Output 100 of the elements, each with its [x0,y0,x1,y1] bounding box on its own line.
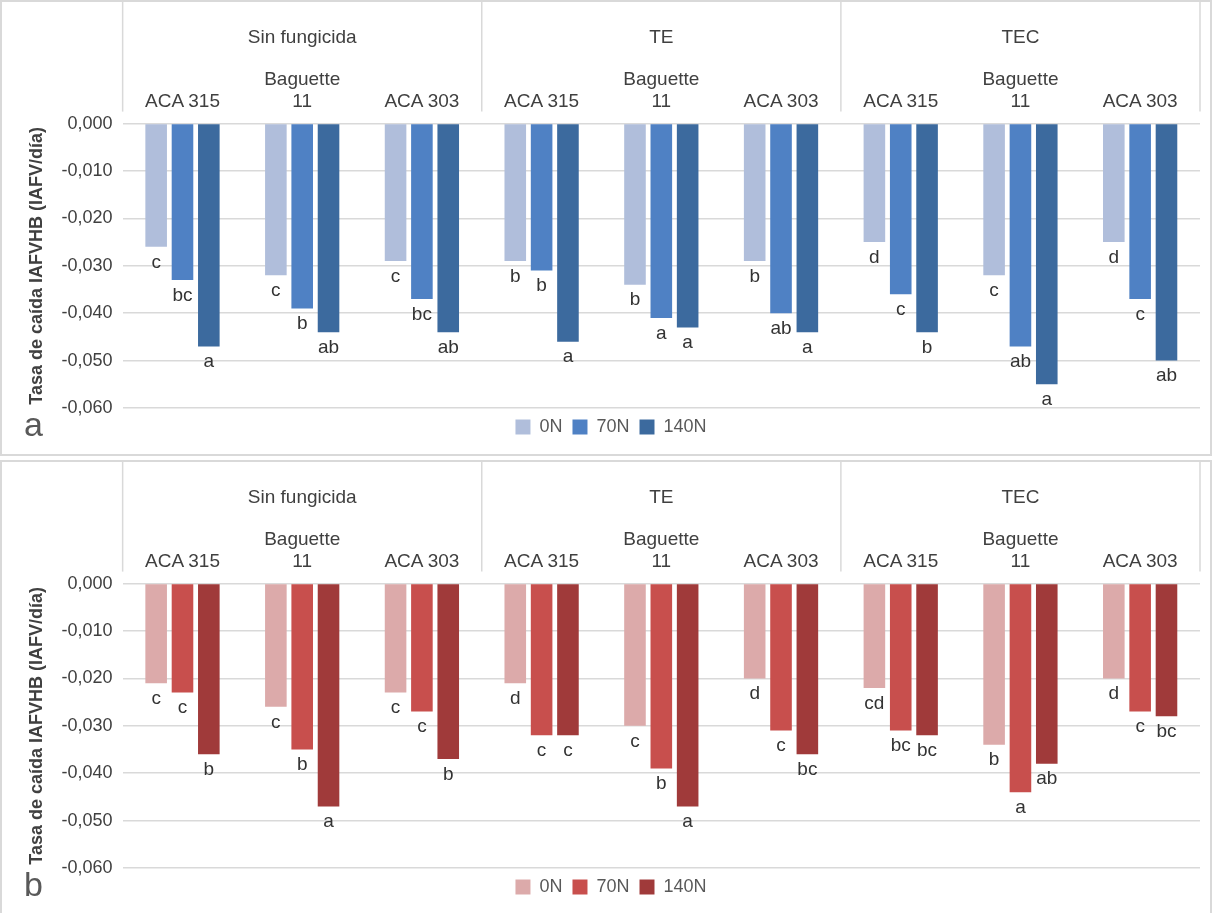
y-tick-label: -0,040 [61,762,113,783]
data-label: bc [172,283,193,305]
y-tick-label: -0,020 [61,207,113,228]
data-label: b [296,312,308,334]
x-tick-label: ACA 315 [504,550,580,572]
x-tick-label: ACA 315 [504,90,580,112]
data-label: c [390,264,401,286]
data-label: a [1041,388,1053,410]
x-tick-label: ACA 303 [743,90,819,112]
data-label: ab [437,335,459,357]
text: Sin fungicida [247,486,358,508]
data-label: a [682,331,694,353]
x-tick-label: ACA 303 [384,90,460,112]
data-label: bc [917,739,938,761]
data-label: d [749,682,760,704]
x-tick-label: ACA 303 [384,550,460,572]
data-label: c [536,739,547,761]
legend-label: 70N [596,415,630,436]
x-tick-label: Baguette 11 [623,527,700,572]
data-label: ab [1155,364,1178,386]
data-label: bc [411,302,432,324]
legend-label: 140N [663,875,707,896]
data-label: ab [1009,350,1032,372]
data-label: c [151,686,161,708]
data-label: c [417,715,427,737]
data-label: bc [890,734,911,756]
data-label: c [1135,302,1145,324]
x-tick-label: ACA 315 [144,90,220,112]
data-label: b [509,264,521,286]
data-label: a [656,321,668,343]
x-tick-label: Baguette 11 [982,67,1059,112]
data-label: c [776,734,786,756]
x-tick-label: ACA 315 [863,550,939,572]
data-label: ab [317,335,340,357]
data-label: b [203,757,215,779]
legend-label: 0N [539,875,563,896]
text: b [24,865,43,903]
data-label: d [1108,682,1120,704]
data-label: b [536,274,547,296]
x-tick-label: ACA 303 [743,550,819,572]
data-label: c [177,696,188,718]
data-label: a [562,345,574,367]
y-tick-label: 0,000 [67,112,113,133]
x-tick-label: ACA 315 [144,550,220,572]
data-label: d [1108,245,1120,267]
data-label: c [630,729,640,751]
y-tick-label: -0,010 [61,619,113,640]
y-tick-label: -0,050 [61,349,113,370]
text: TE [649,26,674,48]
data-label: b [442,762,454,784]
y-tick-label: -0,030 [61,254,113,275]
data-label: ab [1036,767,1058,789]
data-label: c [390,696,401,718]
data-label: d [509,686,521,708]
data-label: c [989,279,999,301]
data-label: b [296,753,308,775]
data-label: a [682,810,694,832]
data-label: b [988,748,1000,770]
y-tick-label: -0,030 [61,714,113,735]
y-tick-label: -0,010 [61,159,113,180]
y-axis-title: Tasa de caída IAFVHB (IAFV/día) [25,586,46,865]
data-label: bc [1156,720,1177,742]
data-label: cd [864,691,885,713]
legend-label: 140N [663,415,707,436]
data-label: ab [770,316,792,338]
data-label: c [563,739,573,761]
x-tick-label: ACA 303 [1102,550,1178,572]
y-axis-title: Tasa de caída IAFVHB (IAFV/día) [25,126,46,405]
data-label: c [151,250,161,272]
text: Sin fungicida [247,26,358,48]
data-label: d [869,245,880,267]
legend-label: 0N [539,415,563,436]
data-label: a [1015,795,1027,817]
y-tick-label: 0,000 [67,572,113,593]
x-tick-label: ACA 315 [863,90,939,112]
data-label: c [895,297,906,319]
x-tick-label: Baguette 11 [264,67,341,112]
text: a [24,405,43,443]
text: TEC [1001,486,1040,508]
data-label: bc [797,757,818,779]
data-label: c [1135,715,1145,737]
data-label: a [802,335,814,357]
x-tick-label: ACA 303 [1102,90,1178,112]
y-tick-label: -0,020 [61,667,113,688]
y-tick-label: -0,060 [61,856,113,877]
y-tick-label: -0,040 [61,302,113,323]
x-tick-label: Baguette 11 [982,527,1059,572]
text: TEC [1001,26,1040,48]
data-label: c [271,710,281,732]
x-tick-label: Baguette 11 [623,67,700,112]
data-label: a [203,350,215,372]
data-label: b [629,288,641,310]
data-label: b [656,772,667,794]
x-tick-label: Baguette 11 [264,527,341,572]
text: TE [649,486,674,508]
y-tick-label: -0,060 [61,396,113,417]
y-tick-label: -0,050 [61,809,113,830]
data-label: c [271,279,281,301]
legend-label: 70N [596,875,630,896]
data-label: b [921,335,933,357]
